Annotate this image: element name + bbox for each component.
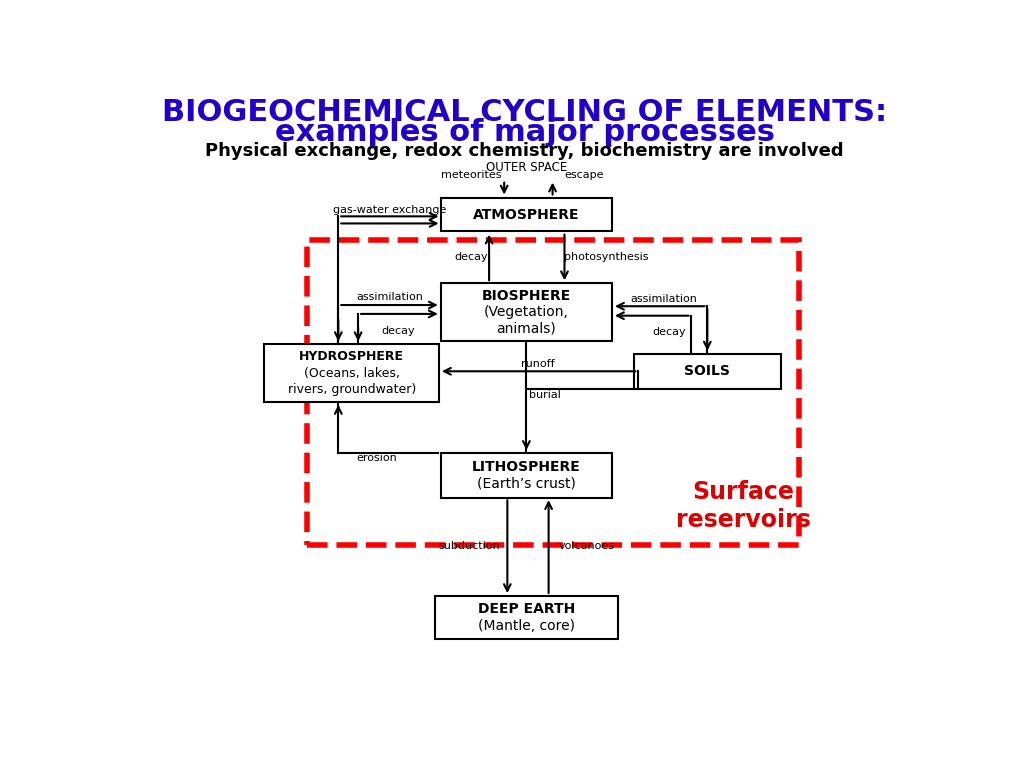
- FancyBboxPatch shape: [441, 453, 611, 498]
- Text: ATMOSPHERE: ATMOSPHERE: [473, 207, 580, 222]
- FancyBboxPatch shape: [441, 197, 611, 231]
- Text: subduction: subduction: [438, 541, 500, 551]
- Text: runoff: runoff: [521, 359, 555, 369]
- Text: Physical exchange, redox chemistry, biochemistry are involved: Physical exchange, redox chemistry, bioc…: [206, 142, 844, 161]
- Text: BIOGEOCHEMICAL CYCLING OF ELEMENTS:: BIOGEOCHEMICAL CYCLING OF ELEMENTS:: [162, 98, 888, 127]
- Text: meteorites: meteorites: [440, 170, 501, 180]
- Text: rivers, groundwater): rivers, groundwater): [288, 383, 416, 396]
- FancyBboxPatch shape: [441, 283, 611, 341]
- Text: SOILS: SOILS: [684, 364, 730, 379]
- Text: Surface
reservoirs: Surface reservoirs: [676, 480, 810, 532]
- Text: (Earth’s crust): (Earth’s crust): [477, 477, 575, 491]
- Text: OUTER SPACE: OUTER SPACE: [485, 161, 567, 174]
- Text: (Oceans, lakes,: (Oceans, lakes,: [304, 366, 399, 379]
- Text: assimilation: assimilation: [356, 293, 423, 303]
- Text: HYDROSPHERE: HYDROSPHERE: [299, 350, 404, 363]
- FancyBboxPatch shape: [634, 353, 780, 389]
- FancyBboxPatch shape: [435, 596, 617, 638]
- Text: animals): animals): [497, 322, 556, 336]
- Text: photosynthesis: photosynthesis: [564, 252, 649, 262]
- Text: assimilation: assimilation: [630, 294, 697, 304]
- Text: erosion: erosion: [356, 452, 396, 462]
- Text: decay: decay: [652, 326, 686, 336]
- Text: (Vegetation,: (Vegetation,: [484, 305, 568, 319]
- Text: escape: escape: [564, 170, 604, 180]
- Text: gas-water exchange: gas-water exchange: [333, 205, 446, 216]
- Text: decay: decay: [381, 326, 415, 336]
- Text: BIOSPHERE: BIOSPHERE: [481, 289, 571, 303]
- Text: (Mantle, core): (Mantle, core): [478, 618, 574, 633]
- Text: decay: decay: [454, 252, 487, 262]
- Text: burial: burial: [528, 390, 560, 400]
- Text: examples of major processes: examples of major processes: [274, 118, 775, 147]
- Text: LITHOSPHERE: LITHOSPHERE: [472, 460, 581, 474]
- Text: DEEP EARTH: DEEP EARTH: [478, 602, 575, 616]
- Text: volcanoes: volcanoes: [559, 541, 614, 551]
- FancyBboxPatch shape: [264, 344, 439, 402]
